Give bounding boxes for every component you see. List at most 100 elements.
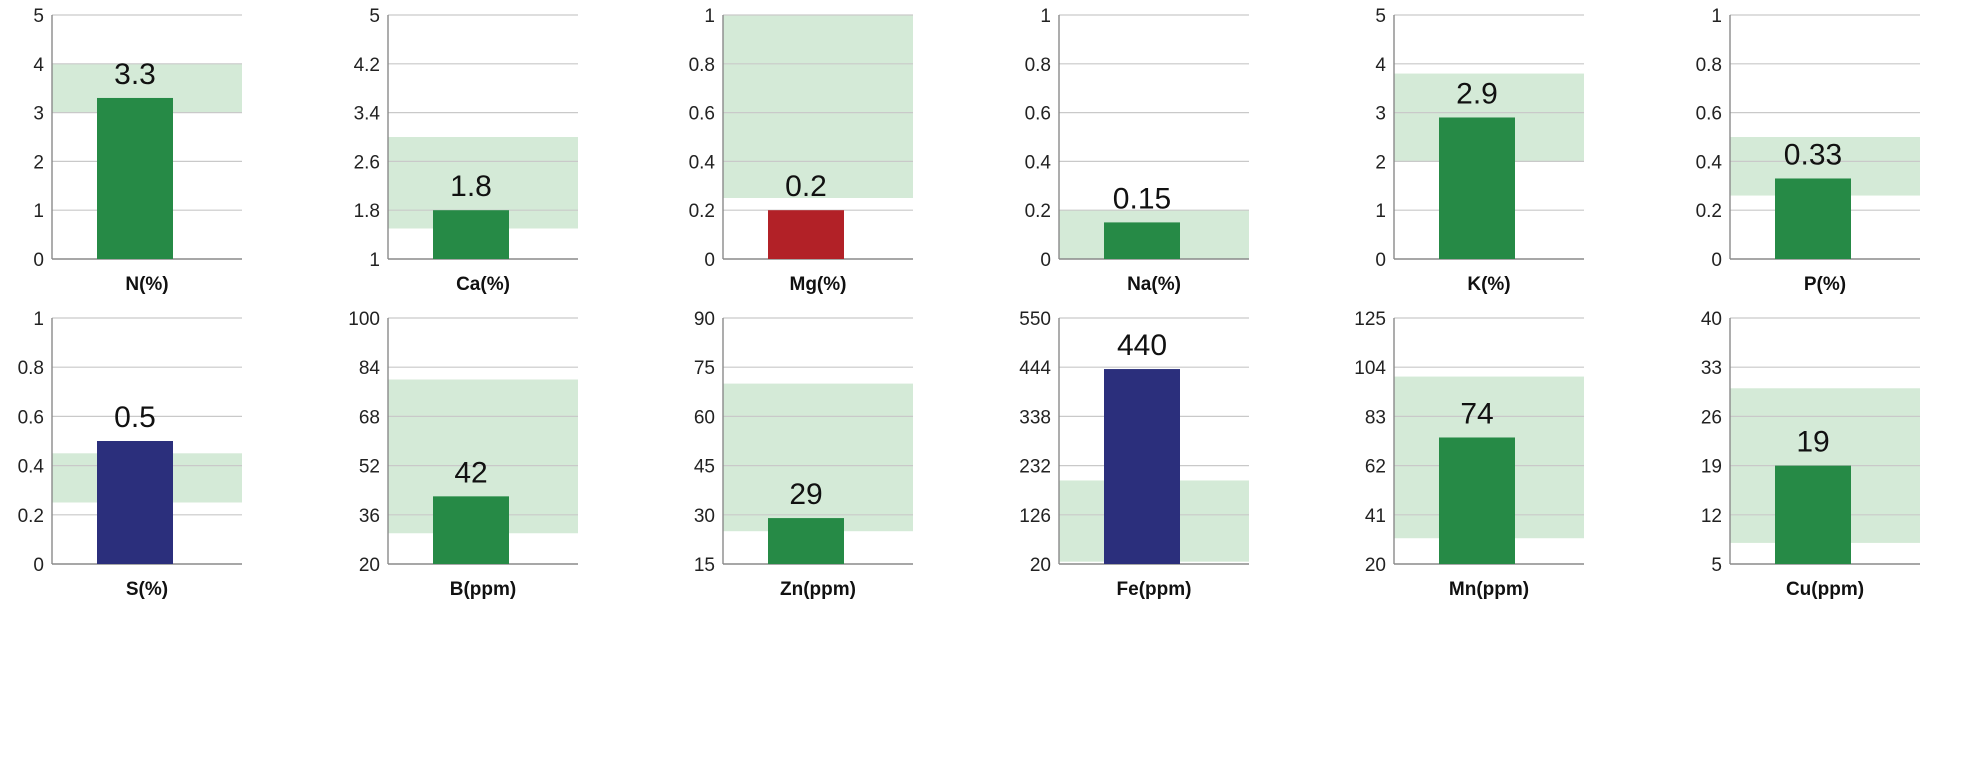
bar-mnppm [1439, 437, 1515, 564]
y-tick-label: 4.2 [354, 55, 380, 76]
category-label: Mg(%) [790, 274, 847, 295]
y-tick-label: 0.6 [18, 407, 44, 428]
y-tick-label: 52 [359, 457, 380, 478]
y-tick-label: 3 [1375, 104, 1386, 125]
y-tick-label: 5 [1711, 555, 1722, 576]
y-tick-label: 20 [1365, 555, 1386, 576]
chart-n: 0 1 2 3 4 5 3.3 N(%) [33, 6, 242, 295]
y-tick-label: 0 [33, 555, 44, 576]
y-tick-label: 0.6 [1025, 104, 1051, 125]
y-tick-label: 45 [694, 457, 715, 478]
y-tick-label: 36 [359, 506, 380, 527]
y-tick-label: 0.4 [1025, 152, 1052, 173]
category-label: Mn(ppm) [1449, 579, 1529, 600]
y-tick-label: 19 [1701, 457, 1722, 478]
data-label: 2.9 [1456, 77, 1498, 110]
y-tick-label: 90 [694, 309, 715, 330]
y-tick-label: 1 [33, 309, 44, 330]
chart-na: 0 0.2 0.4 0.6 0.8 1 0.15 Na(%) [1025, 6, 1249, 295]
y-tick-label: 0.2 [1025, 201, 1051, 222]
y-tick-label: 1 [369, 250, 380, 271]
y-tick-label: 62 [1365, 457, 1386, 478]
data-label: 42 [454, 456, 487, 489]
y-tick-label: 126 [1019, 506, 1051, 527]
y-tick-label: 83 [1365, 407, 1386, 428]
chart-feppm: 20 126 232 338 444 550 440 Fe(ppm) [1019, 309, 1249, 600]
bar-n [97, 97, 173, 260]
y-tick-label: 1 [1711, 6, 1722, 27]
y-tick-label: 1 [1375, 201, 1386, 222]
data-label: 1.8 [450, 170, 492, 203]
reference-range-band [723, 15, 913, 198]
y-tick-label: 3 [33, 104, 44, 125]
y-tick-label: 20 [359, 555, 380, 576]
chart-mnppm: 20 41 62 83 104 125 74 Mn(ppm) [1354, 309, 1584, 600]
y-tick-label: 0.8 [18, 358, 44, 379]
y-tick-label: 232 [1019, 457, 1051, 478]
bar-ca [433, 210, 509, 259]
y-tick-label: 4 [33, 55, 44, 76]
y-tick-label: 68 [359, 407, 380, 428]
bar-feppm [1104, 369, 1180, 564]
bar-bppm [433, 496, 509, 564]
y-tick-label: 0.4 [689, 152, 716, 173]
y-tick-label: 15 [694, 555, 715, 576]
y-tick-label: 20 [1030, 555, 1051, 576]
chart-p: 0 0.2 0.4 0.6 0.8 1 0.33 P(%) [1696, 6, 1920, 295]
category-label: P(%) [1804, 274, 1846, 295]
data-label: 29 [789, 478, 822, 511]
category-label: Cu(ppm) [1786, 579, 1864, 600]
category-label: Ca(%) [456, 274, 510, 295]
y-tick-label: 338 [1019, 407, 1051, 428]
data-label: 74 [1460, 397, 1493, 430]
y-tick-label: 0 [1711, 250, 1722, 271]
reference-range-band [723, 383, 913, 532]
chart-s: 0 0.2 0.4 0.6 0.8 1 0.5 S(%) [18, 309, 242, 600]
bar-cuppm [1775, 465, 1851, 564]
y-tick-label: 5 [33, 6, 44, 27]
data-label: 19 [1796, 426, 1829, 459]
data-label: 3.3 [114, 58, 156, 91]
y-tick-label: 4 [1375, 55, 1386, 76]
y-tick-label: 1 [1040, 6, 1051, 27]
y-tick-label: 75 [694, 358, 715, 379]
y-tick-label: 0.8 [1025, 55, 1051, 76]
y-tick-label: 0.8 [689, 55, 715, 76]
category-label: K(%) [1467, 274, 1510, 295]
y-tick-label: 2 [33, 152, 44, 173]
data-label: 0.2 [785, 170, 827, 203]
category-label: Na(%) [1127, 274, 1181, 295]
y-tick-label: 0.8 [1696, 55, 1722, 76]
category-label: S(%) [126, 579, 168, 600]
bar-k [1439, 117, 1515, 259]
y-tick-label: 26 [1701, 407, 1722, 428]
y-tick-label: 30 [694, 506, 715, 527]
bar-p [1775, 178, 1851, 259]
chart-k: 0 1 2 3 4 5 2.9 K(%) [1375, 6, 1584, 295]
y-tick-label: 0 [1375, 250, 1386, 271]
y-tick-label: 550 [1019, 309, 1051, 330]
chart-ca: 1 1.8 2.6 3.4 4.2 5 1.8 Ca(%) [354, 6, 578, 295]
y-tick-label: 1 [704, 6, 715, 27]
y-tick-label: 1 [33, 201, 44, 222]
y-tick-label: 12 [1701, 506, 1722, 527]
data-label: 0.5 [114, 401, 156, 434]
y-tick-label: 0.6 [689, 104, 715, 125]
y-tick-label: 2.6 [354, 152, 380, 173]
chart-znppm: 15 30 45 60 75 90 29 Zn(ppm) [694, 309, 913, 600]
y-tick-label: 0.4 [1696, 152, 1723, 173]
y-tick-label: 3.4 [354, 104, 381, 125]
y-tick-label: 5 [369, 6, 380, 27]
chart-mg: 0 0.2 0.4 0.6 0.8 1 0.2 Mg(%) [689, 6, 913, 295]
y-tick-label: 0 [33, 250, 44, 271]
y-tick-label: 444 [1019, 358, 1051, 379]
y-tick-label: 5 [1375, 6, 1386, 27]
bar-s [97, 441, 173, 564]
bar-mg [768, 210, 844, 259]
y-tick-label: 41 [1365, 506, 1386, 527]
y-tick-label: 100 [348, 309, 380, 330]
y-tick-label: 0.6 [1696, 104, 1722, 125]
y-tick-label: 104 [1354, 358, 1386, 379]
